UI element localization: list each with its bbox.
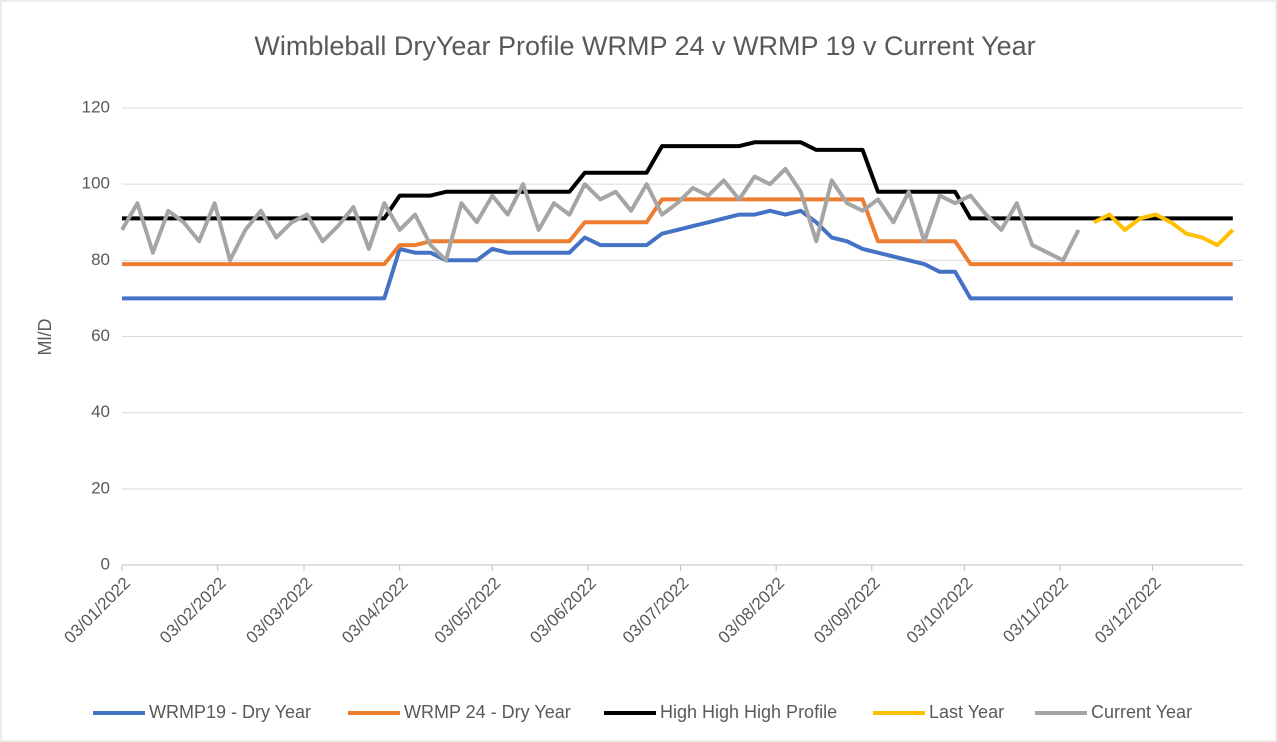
series-line <box>122 197 1233 267</box>
series-line <box>122 208 1233 301</box>
legend-label: WRMP19 - Dry Year <box>149 702 311 722</box>
chart-title: Wimbleball DryYear Profile WRMP 24 v WRM… <box>254 31 1035 61</box>
series-line <box>120 166 1081 263</box>
y-tick-label: 100 <box>82 174 110 193</box>
y-tick-label: 80 <box>91 250 110 269</box>
legend-label: High High High Profile <box>660 702 837 722</box>
legend-label: Current Year <box>1091 702 1192 722</box>
legend-label: Last Year <box>929 702 1004 722</box>
y-tick-label: 60 <box>91 326 110 345</box>
y-tick-label: 40 <box>91 402 110 421</box>
legend-label: WRMP 24 - Dry Year <box>404 702 571 722</box>
y-tick-label: 0 <box>101 554 110 573</box>
y-tick-label: 20 <box>91 478 110 497</box>
y-tick-label: 120 <box>82 97 110 116</box>
series-line <box>1093 212 1235 248</box>
y-axis-label: Ml/D <box>35 319 55 356</box>
